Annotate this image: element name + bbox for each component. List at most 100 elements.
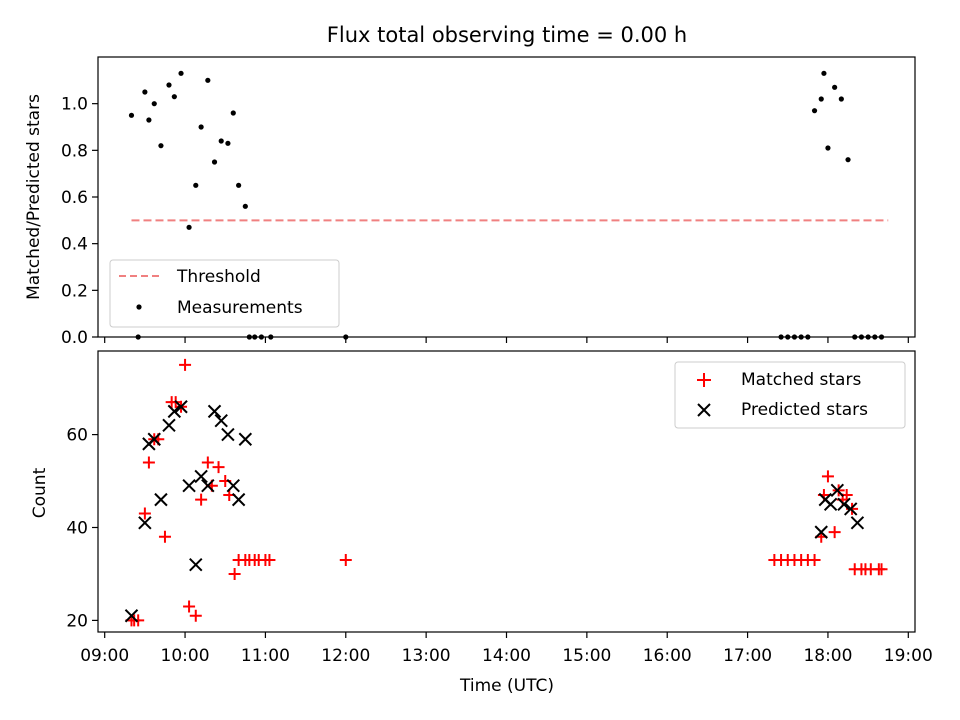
predicted-stars-point — [201, 478, 215, 493]
matched-stars-point — [212, 461, 225, 474]
measurements-point — [845, 157, 851, 163]
predicted-stars-point — [154, 492, 168, 507]
matched-stars-point — [142, 456, 155, 469]
measurements-point — [821, 70, 827, 76]
x-tick-label: 19:00 — [884, 646, 933, 666]
predicted-stars-point — [189, 557, 203, 572]
measurements-point — [211, 159, 218, 165]
predicted-stars-point — [814, 525, 828, 539]
y-tick-label: 1.0 — [61, 95, 88, 115]
predicted-stars-point — [837, 497, 851, 511]
matched-stars-point — [263, 554, 276, 567]
legend-threshold-label: Threshold — [176, 267, 261, 287]
x-tick-label: 11:00 — [241, 646, 290, 666]
measurements-point — [230, 110, 236, 116]
measurements-point — [142, 89, 148, 95]
legend-measurements-swatch — [136, 304, 142, 310]
x-tick-label: 09:00 — [80, 646, 129, 666]
matched-stars-point — [195, 493, 208, 506]
predicted-stars-point — [174, 400, 188, 414]
top-y-axis-label: Matched/Predicted stars — [24, 94, 44, 300]
matched-stars-point — [828, 526, 841, 539]
x-tick-label: 15:00 — [562, 646, 611, 666]
top-panel: Flux total observing time = 0.00 h Match… — [24, 23, 916, 348]
measurements-point — [832, 84, 838, 90]
legend-matched-swatch — [697, 373, 711, 387]
x-tick-label: 17:00 — [723, 646, 772, 666]
legend-matched-label: Matched stars — [741, 370, 861, 390]
measurements-point — [225, 140, 231, 146]
bottom-plot-area — [124, 358, 888, 627]
measurements-point — [838, 96, 844, 102]
measurements-point — [146, 117, 152, 123]
legend-predicted-label: Predicted stars — [741, 400, 868, 420]
top-legend: Threshold Measurements — [109, 259, 340, 328]
measurements-point — [193, 182, 199, 188]
matched-stars-point — [821, 470, 834, 483]
predicted-stars-point — [844, 502, 858, 516]
top-plot-area — [128, 70, 889, 340]
bottom-legend-box — [674, 361, 906, 429]
predicted-stars-point — [167, 404, 182, 419]
bottom-y-ticks: 20 40 60 — [66, 426, 98, 631]
chart-title: Flux total observing time = 0.00 h — [327, 23, 687, 47]
matched-stars-point — [132, 614, 145, 627]
x-tick-label: 10:00 — [161, 646, 210, 666]
measurements-point — [186, 224, 192, 230]
predicted-stars-point — [194, 469, 208, 484]
predicted-stars-point — [124, 609, 139, 623]
top-y-ticks: 0.0 0.2 0.4 0.6 0.8 1.0 — [61, 95, 98, 348]
measurements-point — [151, 101, 157, 107]
top-x-ticks — [104, 337, 909, 343]
measurements-point — [242, 203, 248, 209]
x-tick-label: 16:00 — [643, 646, 692, 666]
matched-stars-point — [189, 609, 202, 622]
matched-stars-point — [138, 507, 151, 520]
bottom-legend: Matched stars Predicted stars — [674, 361, 906, 429]
predicted-stars-point — [138, 516, 152, 530]
predicted-stars-point — [182, 478, 196, 493]
measurements-point — [811, 108, 818, 114]
measurements-point — [158, 143, 164, 149]
y-tick-label: 0.0 — [61, 328, 88, 348]
x-tick-label: 12:00 — [321, 646, 370, 666]
legend-measurements-label: Measurements — [177, 298, 303, 318]
y-tick-label: 0.2 — [61, 281, 88, 301]
predicted-stars-point — [147, 432, 161, 446]
bottom-y-axis-label: Count — [30, 467, 50, 518]
measurements-point — [171, 94, 177, 100]
predicted-stars-point — [221, 427, 235, 442]
y-tick-label: 60 — [66, 426, 88, 446]
predicted-stars-point — [830, 483, 845, 498]
matched-stars-point — [808, 554, 821, 567]
measurements-point — [825, 145, 831, 151]
measurements-point — [205, 77, 211, 83]
matched-stars-point — [201, 456, 214, 469]
matched-stars-point — [158, 530, 171, 543]
y-tick-label: 40 — [66, 518, 88, 538]
measurements-point — [198, 124, 204, 130]
x-tick-label: 13:00 — [402, 646, 451, 666]
y-tick-label: 0.4 — [61, 235, 88, 255]
matched-stars-point — [339, 554, 352, 567]
y-tick-label: 0.8 — [61, 141, 88, 161]
x-tick-label: 18:00 — [803, 646, 852, 666]
measurements-point — [218, 138, 224, 144]
matched-stars-point — [875, 563, 888, 576]
matched-stars-point — [179, 358, 192, 371]
x-axis-label: Time (UTC) — [459, 676, 554, 696]
top-legend-box — [109, 259, 340, 328]
predicted-stars-point — [231, 492, 246, 507]
matched-stars-point — [228, 567, 241, 580]
measurements-point — [818, 96, 824, 102]
y-tick-label: 0.6 — [61, 188, 88, 208]
measurements-point — [166, 82, 172, 88]
predicted-stars-point — [226, 478, 240, 493]
predicted-stars-point — [207, 404, 222, 419]
y-tick-label: 20 — [66, 611, 88, 631]
measurements-point — [178, 70, 184, 76]
measurements-point — [128, 112, 135, 118]
bottom-panel: Count Time (UTC) 20 40 60 09:00 10:00 11:00 1… — [30, 350, 933, 696]
bottom-x-ticks: 09:00 10:00 11:00 12:00 13:00 14:00 15:00 16:00… — [80, 632, 933, 666]
